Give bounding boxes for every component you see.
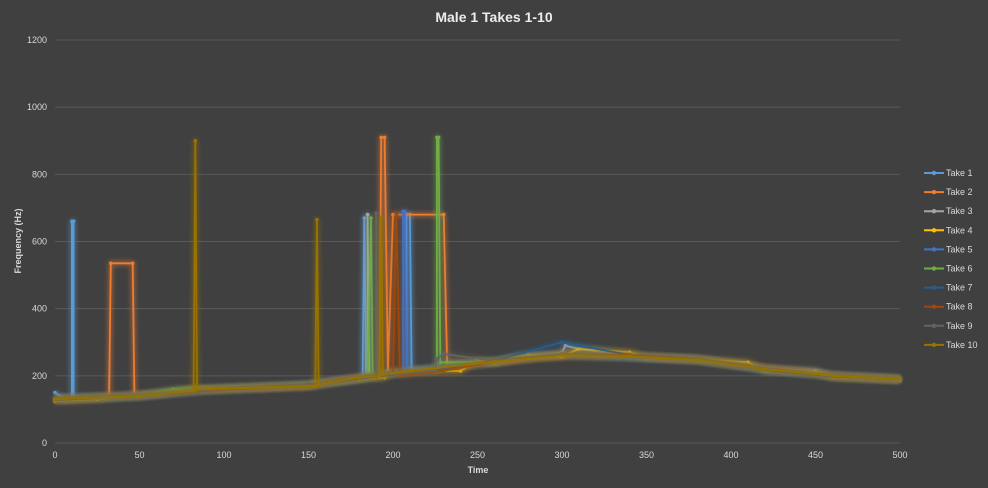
data-point (137, 394, 142, 398)
data-point (377, 374, 382, 378)
data-point (438, 360, 443, 365)
data-point (53, 390, 57, 395)
legend-label: Take 7 (946, 283, 973, 293)
x-tick-label: 150 (301, 450, 316, 460)
y-tick-label: 1000 (27, 102, 47, 112)
legend-label: Take 6 (946, 264, 973, 274)
data-point (195, 387, 199, 392)
data-point (441, 352, 446, 356)
legend-marker (931, 228, 937, 233)
x-tick-label: 500 (892, 450, 907, 460)
y-axis-label: Frequency (Hz) (13, 208, 23, 273)
data-point (71, 219, 76, 224)
data-point (898, 377, 902, 382)
legend-marker (931, 323, 937, 328)
gridlines (55, 39, 900, 444)
legend-item-take-1: Take 1 (924, 168, 973, 178)
data-point (357, 375, 362, 380)
data-point (408, 369, 412, 373)
legend-label: Take 9 (946, 321, 973, 331)
legend-marker (931, 209, 937, 214)
data-point (369, 216, 373, 220)
legend-marker (931, 266, 937, 271)
data-point (746, 360, 750, 365)
y-tick-label: 0 (42, 438, 47, 448)
legend-item-take-6: Take 6 (924, 264, 973, 274)
legend-item-take-2: Take 2 (924, 187, 973, 197)
data-point (381, 372, 385, 377)
data-point (403, 209, 407, 214)
legend-label: Take 3 (946, 206, 973, 216)
legend-item-take-4: Take 4 (924, 225, 973, 235)
data-point (316, 382, 321, 387)
data-point (379, 135, 384, 140)
x-axis: 0 50 100 150 200 250 300 350 400 450 500 (52, 450, 907, 460)
data-point (394, 212, 399, 217)
legend-item-take-7: Take 7 (924, 283, 973, 293)
legend-marker (931, 189, 937, 195)
data-point (441, 212, 446, 217)
data-point (53, 397, 57, 402)
data-point (313, 384, 318, 388)
legend-marker (931, 170, 937, 176)
data-point (365, 212, 370, 217)
legend-label: Take 2 (946, 187, 973, 197)
data-point (130, 261, 135, 266)
data-point (436, 135, 441, 140)
legend-marker (931, 247, 937, 252)
data-point (109, 261, 113, 266)
data-point (492, 359, 497, 364)
data-point (560, 353, 564, 357)
data-point (560, 340, 564, 345)
legend-item-take-8: Take 8 (924, 302, 973, 312)
y-tick-label: 800 (32, 169, 47, 179)
legend-label: Take 8 (946, 302, 973, 312)
data-point (382, 135, 387, 140)
data-point (830, 374, 835, 378)
data-point (222, 386, 226, 391)
x-tick-label: 250 (470, 450, 485, 460)
legend-label: Take 4 (946, 225, 973, 235)
x-tick-label: 200 (385, 450, 400, 460)
x-tick-label: 350 (639, 450, 654, 460)
data-point (577, 343, 581, 348)
data-point (315, 217, 319, 222)
data-point (374, 211, 378, 215)
y-axis: 0 200 400 600 800 1000 1200 (27, 35, 47, 448)
legend-item-take-3: Take 3 (924, 206, 973, 216)
x-tick-label: 50 (134, 450, 144, 460)
legend-marker (931, 304, 937, 309)
legend-label: Take 1 (946, 168, 973, 178)
x-axis-label: Time (468, 465, 489, 475)
legend-item-take-9: Take 9 (924, 321, 973, 331)
legend-marker (931, 342, 937, 348)
data-point (441, 369, 446, 373)
x-tick-label: 300 (554, 450, 569, 460)
x-tick-label: 100 (216, 450, 231, 460)
data-point (627, 354, 632, 359)
y-tick-label: 200 (32, 371, 47, 381)
data-point (193, 139, 198, 143)
y-tick-label: 600 (32, 237, 47, 247)
y-tick-label: 1200 (27, 35, 47, 45)
x-tick-label: 400 (723, 450, 738, 460)
data-point (763, 367, 767, 371)
data-point (695, 357, 699, 362)
series-10 (53, 138, 902, 402)
legend-item-take-5: Take 5 (924, 244, 973, 254)
data-point (379, 216, 384, 220)
data-point (435, 357, 439, 361)
x-tick-label: 450 (808, 450, 823, 460)
chart-title: Male 1 Takes 1-10 (435, 9, 552, 25)
y-tick-label: 400 (32, 304, 47, 314)
legend: Take 1 Take 2 Take 3 Take 4 Take 5 Take 6 Take… (924, 168, 978, 350)
x-tick-label: 0 (52, 450, 57, 460)
plot-area (53, 134, 902, 404)
legend-marker (931, 285, 937, 290)
data-point (191, 389, 196, 393)
legend-item-take-10: Take 10 (924, 340, 978, 350)
legend-label: Take 5 (946, 244, 973, 254)
legend-label: Take 10 (946, 340, 978, 350)
